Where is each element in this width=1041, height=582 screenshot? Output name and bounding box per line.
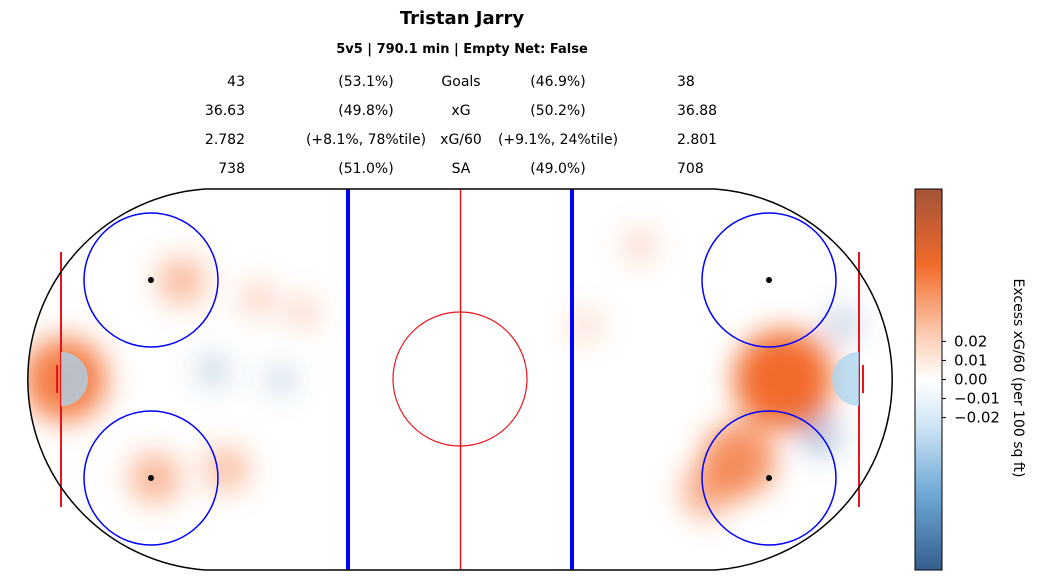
stat-xg-label: xG	[451, 103, 471, 119]
right-bottom-faceoff-dot	[766, 475, 772, 481]
left-crease	[61, 352, 88, 406]
stat-sa-label: SA	[451, 161, 471, 177]
heat-spot	[679, 464, 734, 519]
heat-spot	[128, 452, 181, 505]
heat-spot	[285, 295, 320, 330]
stat-goals-right-value: 38	[677, 74, 695, 90]
stat-sa-left-value: 738	[218, 161, 245, 177]
colorbar-tick-label: −0.02	[954, 409, 1000, 427]
stat-sa-left-pct: (51.0%)	[338, 161, 394, 177]
heat-spot	[823, 307, 860, 344]
chart-title: Tristan Jarry	[399, 8, 525, 29]
stat-goals-left-pct: (53.1%)	[338, 74, 394, 90]
stat-goals-left-value: 43	[227, 74, 245, 90]
stat-sa-right-value: 708	[677, 161, 704, 177]
stat-xg-right-pct: (50.2%)	[530, 103, 586, 119]
heat-spot	[569, 309, 602, 342]
left-bottom-faceoff-dot	[148, 475, 154, 481]
left-bottom-faceoff-circle	[83, 410, 219, 546]
right-bottom-faceoff-circle	[701, 410, 837, 546]
stat-goals-right-pct: (46.9%)	[530, 74, 586, 90]
heat-spot	[157, 256, 207, 306]
heat-spot	[203, 446, 250, 493]
right-top-faceoff-dot	[766, 277, 772, 283]
left-top-faceoff-circle	[83, 212, 219, 348]
heat-spot	[239, 280, 276, 317]
rink-markings	[27, 188, 893, 571]
chart-subtitle: 5v5 | 790.1 min | Empty Net: False	[336, 42, 588, 57]
colorbar-label: Excess xG/60 (per 100 sq ft)	[1010, 278, 1026, 478]
stat-goals-label: Goals	[441, 74, 481, 90]
heatmap-layer	[27, 228, 860, 519]
stat-xg60-label: xG/60	[440, 132, 482, 148]
right-crease	[832, 352, 859, 406]
colorbar: 0.020.01 0.00−0.01−0.02	[914, 188, 1000, 571]
stat-xg-left-pct: (49.8%)	[338, 103, 394, 119]
colorbar-tick-label: 0.01	[954, 351, 987, 369]
heat-spot	[622, 228, 657, 263]
center-faceoff-circle	[392, 311, 528, 447]
stat-xg60-right-pct: (+9.1%, 24%tile)	[497, 132, 619, 148]
colorbar-tick-label: 0.02	[954, 332, 987, 350]
stat-sa-right-pct: (49.0%)	[530, 161, 586, 177]
right-top-faceoff-circle	[701, 212, 837, 348]
rink-boards	[27, 188, 893, 571]
heat-spot	[196, 353, 231, 388]
stat-xg60-right-value: 2.801	[677, 132, 718, 148]
stat-xg-right-value: 36.88	[677, 103, 718, 119]
stat-xg60-left-value: 2.782	[204, 132, 245, 148]
colorbar-gradient	[914, 188, 943, 571]
colorbar-tick-label: −0.01	[954, 390, 1000, 408]
stat-xg-left-value: 36.63	[204, 103, 245, 119]
heat-spot	[733, 330, 833, 429]
heat-spot	[264, 363, 297, 396]
left-top-faceoff-dot	[148, 277, 154, 283]
colorbar-tick-label: 0.00	[954, 371, 987, 389]
stat-xg60-left-pct: (+8.1%, 78%tile)	[305, 132, 427, 148]
